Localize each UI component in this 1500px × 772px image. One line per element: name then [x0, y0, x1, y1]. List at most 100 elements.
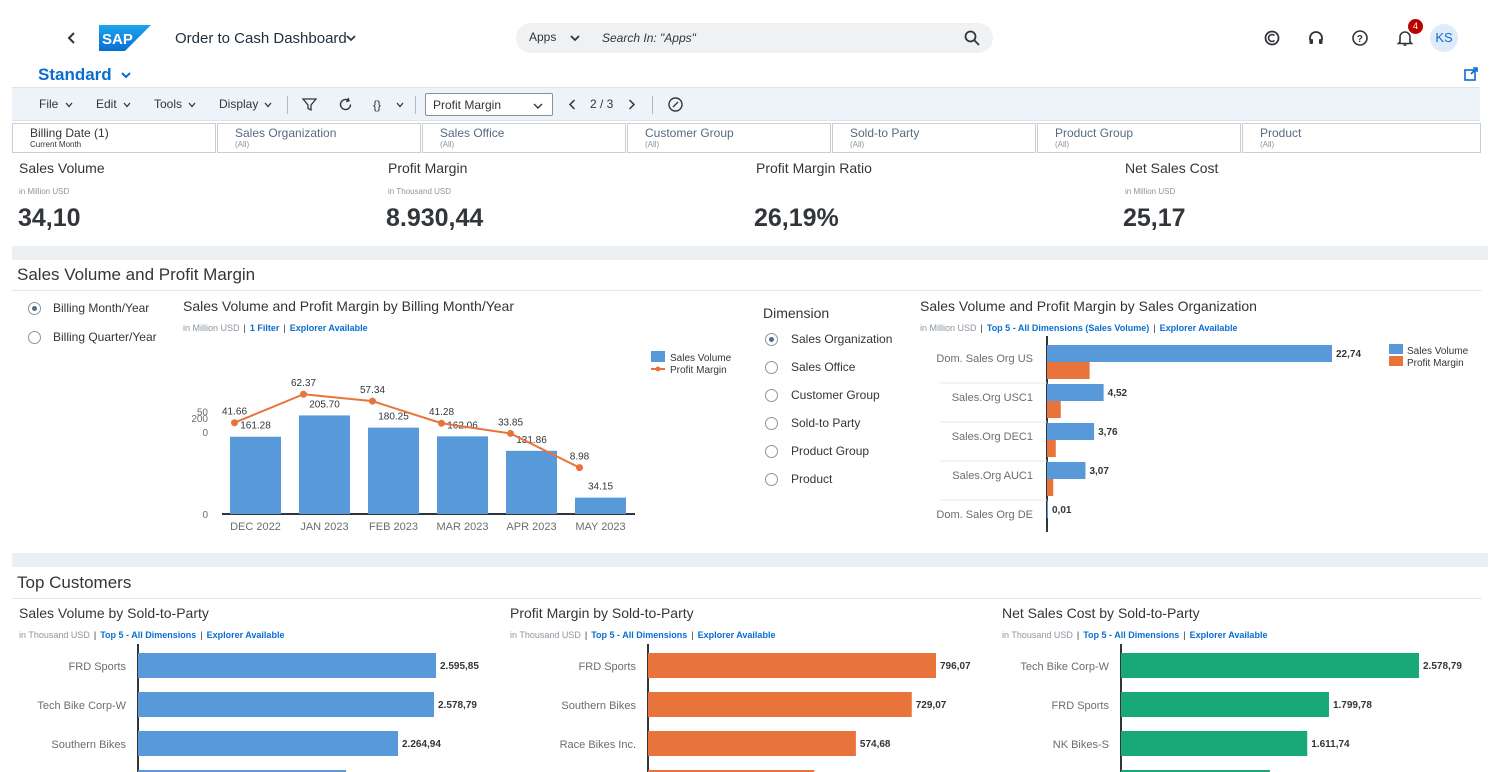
kpi-value-net-sales-cost[interactable]: 25,17 [1123, 204, 1186, 232]
filter-billing-date[interactable]: Billing Date (1) Current Month [12, 123, 216, 153]
line-point [507, 429, 514, 437]
radio-billing-month-year[interactable] [28, 302, 41, 315]
explorer-link[interactable]: Explorer Available [1159, 323, 1238, 333]
menu-display[interactable]: Display [219, 97, 259, 111]
radio-label[interactable]: Product Group [791, 444, 870, 458]
filter-customer-group[interactable]: Customer Group (All) [627, 123, 831, 153]
measure-select[interactable]: Profit Margin [425, 93, 553, 116]
section-title: Top Customers [17, 573, 132, 592]
chevron-down-icon[interactable] [187, 100, 197, 110]
chevron-down-icon[interactable] [263, 100, 273, 110]
app-title[interactable]: Order to Cash Dashboard [175, 30, 347, 47]
kpi-title-profit-margin[interactable]: Profit Margin [388, 160, 468, 176]
radio-sold-to-party[interactable] [765, 417, 778, 430]
bell-icon[interactable] [1395, 28, 1415, 48]
radio-sales-organization[interactable] [765, 333, 778, 346]
filter-label: Sold-to Party [850, 126, 920, 140]
kpi-unit: in Million USD [19, 187, 70, 196]
toolbar: File Edit Tools Display {} Profit Margin… [12, 87, 1480, 121]
kpi-title-sales-volume[interactable]: Sales Volume [19, 160, 105, 176]
top5-link[interactable]: Top 5 - All Dimensions (Sales Volume) [986, 323, 1150, 333]
chart-sales-volume-by-sold-to[interactable]: FRD Sports 2.595,85 Tech Bike Corp-W 2.578,… [12, 644, 492, 772]
bar [1047, 345, 1332, 362]
bar [1121, 731, 1308, 756]
radio-label[interactable]: Sales Office [791, 360, 856, 374]
radio-label[interactable]: Sold-to Party [791, 416, 861, 430]
previous-icon[interactable] [564, 96, 581, 113]
kpi-value-profit-margin-ratio[interactable]: 26,19% [754, 204, 839, 232]
explorer-link[interactable]: Explorer Available [289, 323, 368, 333]
chevron-down-icon[interactable] [64, 100, 74, 110]
menu-file[interactable]: File [39, 97, 59, 111]
next-icon[interactable] [623, 96, 640, 113]
radio-label[interactable]: Sales Organization [791, 332, 893, 346]
compass-icon[interactable] [667, 96, 684, 113]
radio-label[interactable]: Billing Quarter/Year [53, 330, 157, 344]
search-scope-select[interactable]: Apps [529, 30, 557, 44]
radio-billing-quarter-year[interactable] [28, 331, 41, 344]
chart-sales-org[interactable]: Dom. Sales Org US 22,74 Sales.Org USC1 4,52… [920, 336, 1490, 536]
explorer-link[interactable]: Explorer Available [1189, 630, 1268, 640]
chevron-down-icon[interactable] [344, 31, 358, 45]
radio-label[interactable]: Billing Month/Year [53, 301, 150, 315]
bar [138, 653, 436, 678]
refresh-icon[interactable] [337, 96, 354, 113]
divider [12, 290, 1482, 291]
menu-edit[interactable]: Edit [96, 97, 117, 111]
search-input[interactable]: Search In: "Apps" [602, 31, 696, 45]
help-icon[interactable]: ? [1350, 28, 1370, 48]
top5-link[interactable]: Top 5 - All Dimensions [1083, 630, 1180, 640]
filter-sales-office[interactable]: Sales Office (All) [422, 123, 626, 153]
chart-net-sales-cost-by-sold-to[interactable]: Tech Bike Corp-W 2.578,79 FRD Sports 1.799,… [995, 644, 1490, 772]
share-icon[interactable] [1463, 66, 1479, 82]
kpi-value-sales-volume[interactable]: 34,10 [18, 204, 81, 232]
bar [437, 436, 488, 514]
radio-product[interactable] [765, 473, 778, 486]
kpi-value-profit-margin[interactable]: 8.930,44 [386, 204, 484, 232]
kpi-title-net-sales-cost[interactable]: Net Sales Cost [1125, 160, 1219, 176]
chevron-down-icon[interactable] [569, 32, 581, 44]
radio-label[interactable]: Product [791, 472, 833, 486]
y-tick-label: FRD Sports [579, 661, 637, 673]
copilot-icon[interactable] [1262, 28, 1282, 48]
top5-link[interactable]: Top 5 - All Dimensions [591, 630, 688, 640]
explorer-link[interactable]: Explorer Available [206, 630, 285, 640]
bar [368, 427, 419, 514]
bar-value-label: 2.595,85 [440, 661, 479, 672]
filter-sold-to-party[interactable]: Sold-to Party (All) [832, 123, 1036, 153]
back-icon[interactable] [62, 26, 82, 50]
radio-sales-office[interactable] [765, 361, 778, 374]
sap-logo[interactable]: SAP [99, 25, 151, 51]
filter-link[interactable]: 1 Filter [249, 323, 280, 333]
chevron-down-icon[interactable] [120, 69, 132, 81]
radio-customer-group[interactable] [765, 389, 778, 402]
bar-value-label: 1.799,78 [1333, 700, 1372, 711]
search-icon[interactable] [963, 29, 981, 47]
chart-title: Profit Margin by Sold-to-Party [510, 605, 694, 621]
filter-icon[interactable] [301, 96, 318, 113]
radio-product-group[interactable] [765, 445, 778, 458]
chart-profit-margin-by-sold-to[interactable]: FRD Sports 796,07 Southern Bikes 729,07 Race… [503, 644, 983, 772]
formula-icon[interactable]: {} [372, 96, 389, 113]
user-avatar[interactable]: KS [1430, 24, 1458, 52]
top5-link[interactable]: Top 5 - All Dimensions [100, 630, 197, 640]
chevron-down-icon[interactable] [395, 100, 405, 110]
line-value-label: 33.85 [498, 417, 523, 428]
filter-product[interactable]: Product (All) [1242, 123, 1481, 153]
kpi-title-profit-margin-ratio[interactable]: Profit Margin Ratio [756, 160, 872, 176]
headset-icon[interactable] [1306, 28, 1326, 48]
filter-product-group[interactable]: Product Group (All) [1037, 123, 1241, 153]
radio-label[interactable]: Customer Group [791, 388, 880, 402]
chart-unit: in Thousand USD [1002, 630, 1073, 640]
filter-sales-organization[interactable]: Sales Organization (All) [217, 123, 421, 153]
chevron-down-icon[interactable] [532, 100, 544, 112]
bar [230, 436, 281, 514]
variant-title[interactable]: Standard [38, 65, 112, 84]
explorer-link[interactable]: Explorer Available [697, 630, 776, 640]
chevron-down-icon[interactable] [122, 100, 132, 110]
menu-tools[interactable]: Tools [154, 97, 183, 111]
line-point [300, 390, 307, 398]
chart-month-combo[interactable]: 0 200 0 50 161.28 DEC 2022 205.70 JAN 2023 180.… [180, 340, 760, 540]
x-tick-label: MAR 2023 [437, 521, 489, 533]
chart-title: Sales Volume and Profit Margin by Sales … [920, 298, 1257, 314]
